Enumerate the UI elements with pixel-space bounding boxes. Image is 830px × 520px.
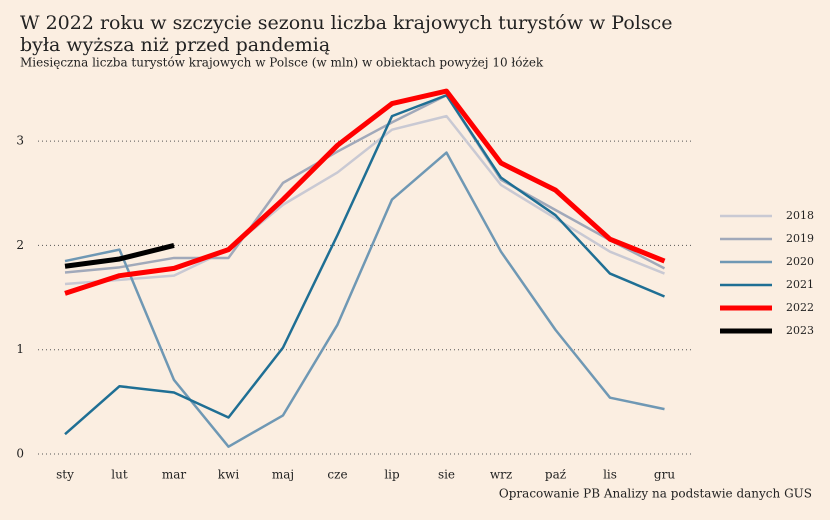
x-tick-label: sty (56, 468, 74, 482)
legend-label: 2020 (786, 255, 814, 268)
series-line (64, 243, 175, 269)
x-tick-label: cze (327, 468, 347, 482)
x-tick-label: wrz (490, 468, 512, 482)
source: Opracowanie PB Analizy na podstawie dany… (499, 487, 812, 501)
legend-label: 2021 (786, 278, 814, 291)
series-line (64, 151, 665, 448)
legend-label: 2022 (786, 301, 814, 314)
legend-label: 2019 (786, 232, 814, 245)
x-tick-label: lis (603, 468, 617, 482)
series-line (64, 94, 665, 436)
x-tick-label: sie (438, 468, 455, 482)
y-tick-label: 0 (16, 447, 24, 461)
chart-subtitle: Miesięczna liczba turystów krajowych w P… (20, 56, 544, 70)
legend-label: 2018 (786, 209, 814, 222)
series-line (64, 94, 666, 274)
chart-title: była wyższa niż przed pandemią (20, 34, 330, 56)
chart-title: W 2022 roku w szczycie sezonu liczba kra… (20, 12, 672, 34)
y-tick-label: 1 (16, 342, 24, 356)
x-tick-label: paź (545, 468, 566, 482)
series-line (64, 88, 666, 296)
x-tick-label: lip (384, 468, 400, 482)
x-tick-label: maj (272, 468, 294, 482)
x-tick-label: kwi (218, 468, 240, 482)
y-tick-label: 3 (16, 134, 24, 148)
x-tick-label: mar (162, 468, 187, 482)
legend-label: 2023 (786, 324, 814, 337)
y-tick-label: 2 (16, 238, 24, 252)
x-tick-label: gru (654, 468, 675, 482)
x-tick-label: lut (111, 468, 128, 482)
